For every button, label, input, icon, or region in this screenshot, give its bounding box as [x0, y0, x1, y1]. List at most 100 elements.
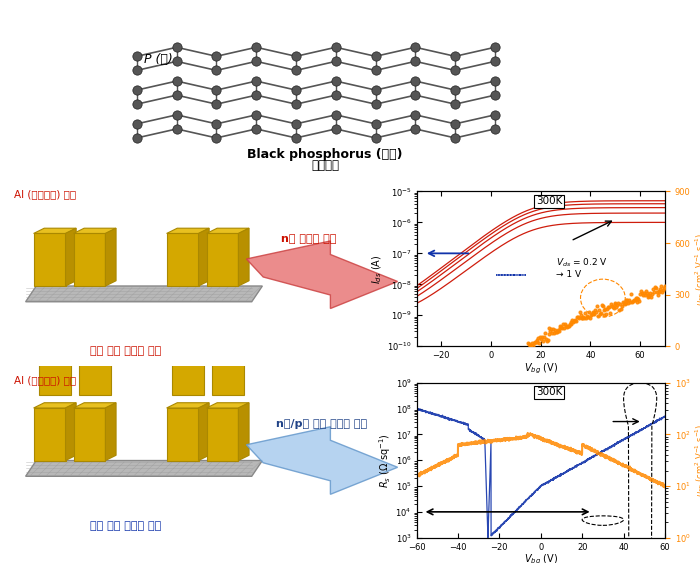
Point [540, 335, 552, 344]
Point [545, 327, 556, 336]
Point [592, 301, 603, 310]
Point [410, 110, 421, 119]
Point [624, 296, 635, 305]
Polygon shape [172, 353, 214, 358]
Y-axis label: $R_s$ ($\Omega$ sq$^{-1}$): $R_s$ ($\Omega$ sq$^{-1}$) [377, 433, 393, 488]
Point [536, 334, 547, 343]
Point [639, 291, 650, 300]
Text: 300K: 300K [536, 196, 562, 206]
Point [536, 333, 547, 342]
Point [589, 309, 600, 318]
Point [251, 77, 262, 86]
Point [171, 110, 182, 119]
Polygon shape [79, 353, 121, 358]
Point [615, 304, 626, 313]
Point [449, 66, 461, 75]
Point [631, 293, 642, 302]
Point [251, 91, 262, 100]
Polygon shape [167, 228, 209, 234]
Point [543, 330, 554, 339]
Point [547, 328, 558, 337]
Point [612, 298, 624, 307]
Point [171, 57, 182, 66]
Point [601, 310, 612, 319]
Polygon shape [206, 403, 249, 408]
Point [613, 305, 624, 314]
Point [290, 133, 302, 142]
Point [582, 312, 594, 321]
Point [644, 291, 655, 300]
Polygon shape [239, 228, 249, 286]
Point [635, 289, 646, 298]
Point [632, 298, 643, 307]
Point [641, 289, 652, 298]
Polygon shape [74, 403, 116, 408]
Text: P (인): P (인) [144, 52, 173, 66]
Point [561, 323, 573, 332]
Point [564, 319, 575, 328]
Polygon shape [39, 353, 81, 358]
Point [211, 100, 222, 109]
Polygon shape [106, 228, 116, 286]
Point [573, 312, 584, 321]
Point [584, 314, 596, 323]
Polygon shape [74, 228, 116, 234]
Point [575, 311, 586, 320]
Point [659, 281, 671, 290]
Point [651, 288, 662, 297]
X-axis label: $V_{bg}$ (V): $V_{bg}$ (V) [524, 553, 558, 563]
Point [211, 133, 222, 142]
Point [654, 285, 666, 294]
Point [370, 133, 381, 142]
Point [565, 319, 576, 328]
Point [577, 314, 588, 323]
Point [410, 43, 421, 52]
Point [634, 296, 645, 305]
Point [558, 319, 569, 328]
Point [251, 43, 262, 52]
Point [610, 299, 621, 308]
Point [645, 292, 657, 301]
Point [568, 317, 579, 326]
Point [290, 119, 302, 128]
Point [290, 100, 302, 109]
Point [648, 288, 659, 297]
Point [544, 324, 555, 333]
Point [370, 52, 381, 61]
Point [624, 297, 636, 306]
Point [563, 321, 574, 330]
Point [211, 86, 222, 95]
Point [622, 296, 633, 305]
Point [650, 284, 662, 293]
Point [616, 301, 627, 310]
Point [571, 313, 582, 322]
Polygon shape [66, 403, 76, 461]
Text: 다층 흑린 반도체 소자: 다층 흑린 반도체 소자 [90, 521, 162, 531]
Point [131, 100, 143, 109]
Point [570, 317, 582, 326]
Point [330, 110, 342, 119]
Point [489, 124, 500, 133]
Point [579, 314, 590, 323]
Point [588, 308, 599, 317]
Point [290, 66, 302, 75]
Polygon shape [34, 403, 76, 408]
Point [594, 309, 606, 318]
Point [636, 286, 647, 295]
Polygon shape [39, 358, 71, 395]
Text: Al (알루미놈) 전극: Al (알루미놈) 전극 [14, 375, 76, 385]
Polygon shape [212, 358, 244, 395]
Point [657, 288, 668, 297]
Point [562, 321, 573, 330]
Point [553, 326, 564, 335]
Polygon shape [26, 286, 262, 302]
Point [652, 290, 664, 299]
Point [532, 336, 543, 345]
Point [528, 338, 540, 347]
Point [449, 119, 461, 128]
Polygon shape [79, 358, 111, 395]
Point [489, 57, 500, 66]
Y-axis label: $\mu_{FE}$ (cm$^2$ V$^{-1}$ s$^{-1}$): $\mu_{FE}$ (cm$^2$ V$^{-1}$ s$^{-1}$) [694, 423, 700, 497]
Point [449, 86, 461, 95]
Point [604, 309, 615, 318]
